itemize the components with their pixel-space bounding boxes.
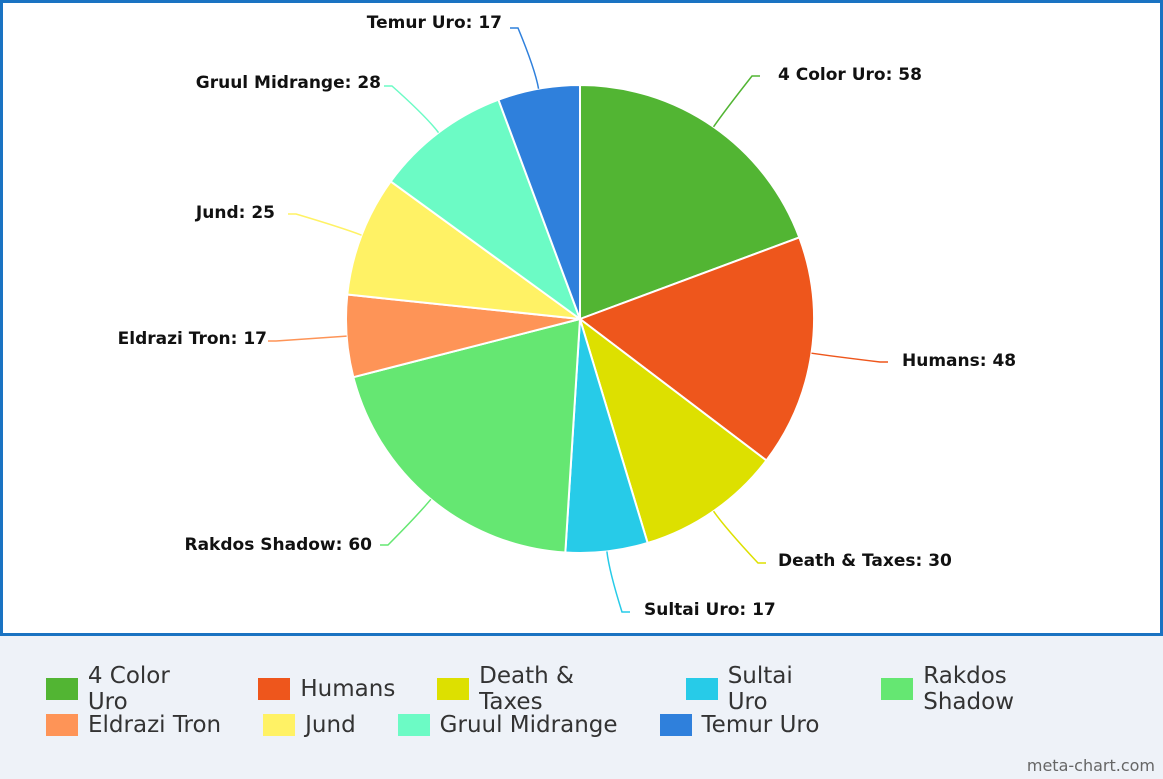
legend-swatch xyxy=(258,678,291,700)
leader-line xyxy=(288,213,362,236)
pie-slice-temur-uro[interactable] xyxy=(497,83,581,320)
pie-slice-humans[interactable] xyxy=(577,236,815,462)
leader-line xyxy=(384,85,440,134)
legend-label: Jund xyxy=(305,712,356,738)
legend-swatch xyxy=(437,678,470,700)
legend-label: Eldrazi Tron xyxy=(88,712,222,738)
watermark: meta-chart.com xyxy=(1026,756,1155,775)
slice-data-label: Humans: 48 xyxy=(902,351,1016,371)
legend-label: Rakdos Shadow xyxy=(923,663,1015,715)
legend-swatch xyxy=(685,678,718,700)
leader-line xyxy=(712,510,766,564)
legend-item-temur-uro[interactable]: Temur Uro xyxy=(659,712,820,738)
leader-line xyxy=(606,551,630,613)
pie-slice-4-color-uro[interactable] xyxy=(579,83,801,321)
slice-data-label: Gruul Midrange: 28 xyxy=(196,73,381,93)
legend-swatch xyxy=(659,714,692,736)
slice-data-label: Sultai Uro: 17 xyxy=(644,600,776,620)
legend-item-eldrazi-tron[interactable]: Eldrazi Tron xyxy=(46,712,221,738)
legend-item-humans[interactable]: Humans xyxy=(258,676,395,702)
legend-swatch xyxy=(397,714,430,736)
legend-swatch xyxy=(46,678,78,700)
legend-label: 4 Color Uro xyxy=(87,663,170,715)
leader-line xyxy=(811,352,888,363)
leader-line xyxy=(510,27,540,89)
slice-data-label: Death & Taxes: 30 xyxy=(778,551,952,571)
legend-swatch xyxy=(46,714,78,736)
slice-data-label: Temur Uro: 17 xyxy=(367,13,502,33)
legend-label: Temur Uro xyxy=(701,712,820,738)
legend-label: Death & Taxes xyxy=(479,663,574,715)
slice-data-label: Jund: 25 xyxy=(195,203,275,223)
legend-item-death-and-taxes[interactable]: Death & Taxes xyxy=(437,663,644,715)
slice-data-label: 4 Color Uro: 58 xyxy=(778,65,922,85)
pie-slice-gruul-midrange[interactable] xyxy=(389,98,583,322)
legend-row-2: Eldrazi Tron Jund Gruul Midrange Temur U… xyxy=(46,707,1146,743)
legend-swatch xyxy=(263,714,296,736)
pie-chart: 4 Color Uro: 58 Humans: 48 Death & Taxes: … xyxy=(118,13,1017,620)
legend: 4 Color Uro Humans Death & Taxes Sultai … xyxy=(46,663,1146,743)
leader-line xyxy=(712,75,760,128)
pie-slice-rakdos-shadow[interactable] xyxy=(352,317,582,554)
slice-data-label: Eldrazi Tron: 17 xyxy=(118,329,267,349)
leader-line xyxy=(268,335,347,342)
legend-label: Sultai Uro xyxy=(727,663,793,715)
legend-item-4-color-uro[interactable]: 4 Color Uro xyxy=(46,663,216,715)
legend-item-gruul-midrange[interactable]: Gruul Midrange xyxy=(397,712,618,738)
legend-label: Gruul Midrange xyxy=(439,712,618,738)
legend-swatch xyxy=(881,678,914,700)
slice-data-label: Rakdos Shadow: 60 xyxy=(185,535,373,555)
legend-item-jund[interactable]: Jund xyxy=(263,712,356,738)
legend-item-rakdos-shadow[interactable]: Rakdos Shadow xyxy=(881,663,1104,715)
legend-item-sultai-uro[interactable]: Sultai Uro xyxy=(685,663,840,715)
legend-row-1: 4 Color Uro Humans Death & Taxes Sultai … xyxy=(46,663,1146,715)
leader-line xyxy=(380,498,432,546)
pie-slice-death-taxes[interactable] xyxy=(578,316,768,545)
legend-label: Humans xyxy=(300,676,396,702)
